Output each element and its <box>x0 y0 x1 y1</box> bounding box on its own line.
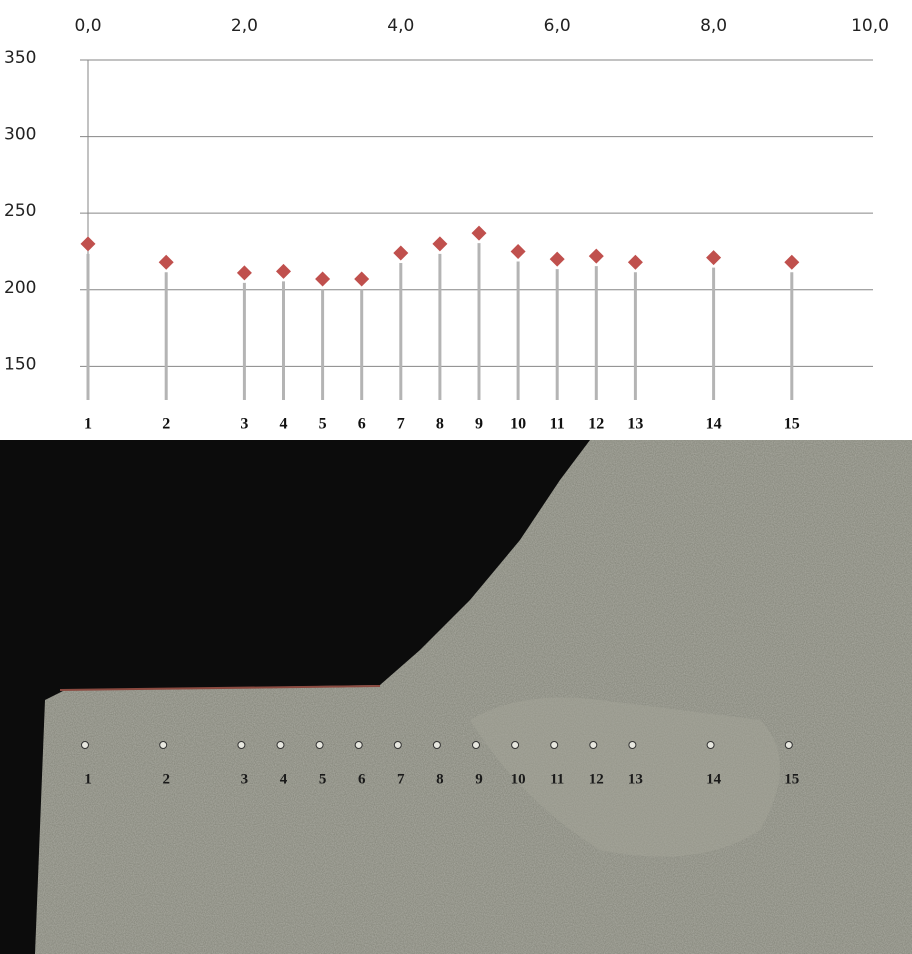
marker <box>393 246 408 261</box>
marker <box>81 236 96 251</box>
y-tick-label: 350 <box>4 48 36 68</box>
marker <box>432 236 447 251</box>
micrograph-label: 4 <box>280 771 288 787</box>
indent <box>590 742 597 749</box>
point-label: 12 <box>588 416 604 433</box>
indent <box>785 742 792 749</box>
indent <box>394 742 401 749</box>
micrograph-label: 14 <box>706 771 722 787</box>
micrograph-label: 10 <box>511 771 526 787</box>
marker <box>472 226 487 241</box>
y-tick-label: 250 <box>4 201 36 221</box>
marker <box>237 265 252 280</box>
point-label: 3 <box>240 416 248 433</box>
marker <box>354 272 369 287</box>
point-label: 14 <box>706 416 722 433</box>
y-tick-label: 150 <box>4 354 36 374</box>
x-tick-label: 10,0 <box>851 16 889 36</box>
point-label: 9 <box>475 416 483 433</box>
marker <box>315 272 330 287</box>
indent <box>316 742 323 749</box>
marker <box>550 252 565 267</box>
x-tick-label: 6,0 <box>544 16 571 36</box>
point-label: 6 <box>358 416 366 433</box>
x-tick-label: 0,0 <box>74 16 101 36</box>
marker <box>784 255 799 270</box>
micrograph-label: 13 <box>628 771 643 787</box>
marker <box>589 249 604 264</box>
indent <box>433 742 440 749</box>
micrograph-label: 2 <box>162 771 170 787</box>
x-tick-label: 4,0 <box>387 16 414 36</box>
marker <box>159 255 174 270</box>
marker <box>628 255 643 270</box>
point-label: 11 <box>550 416 565 433</box>
y-tick-label: 300 <box>4 125 36 145</box>
point-label: 5 <box>319 416 327 433</box>
point-label: 1 <box>84 416 92 433</box>
micrograph-label: 9 <box>475 771 483 787</box>
y-tick-label: 200 <box>4 278 36 298</box>
micrograph-label: 15 <box>784 771 799 787</box>
indent <box>277 742 284 749</box>
point-label: 13 <box>627 416 643 433</box>
micrograph <box>0 440 912 954</box>
x-tick-label: 2,0 <box>231 16 258 36</box>
indent <box>355 742 362 749</box>
indent <box>160 742 167 749</box>
micrograph-label: 1 <box>84 771 92 787</box>
figure: 1502002503003500,02,04,06,08,010,0112233… <box>0 0 912 954</box>
point-label: 15 <box>784 416 800 433</box>
micrograph-label: 3 <box>241 771 249 787</box>
micrograph-label: 7 <box>397 771 405 787</box>
point-label: 2 <box>162 416 170 433</box>
marker <box>706 250 721 265</box>
indent <box>82 742 89 749</box>
micrograph-label: 8 <box>436 771 444 787</box>
marker <box>276 264 291 279</box>
indent <box>238 742 245 749</box>
indent <box>551 742 558 749</box>
point-label: 10 <box>510 416 526 433</box>
indent <box>707 742 714 749</box>
x-tick-label: 8,0 <box>700 16 727 36</box>
indent <box>512 742 519 749</box>
point-label: 7 <box>397 416 405 433</box>
indent <box>473 742 480 749</box>
micrograph-label: 12 <box>589 771 604 787</box>
indent <box>629 742 636 749</box>
micrograph-label: 5 <box>319 771 327 787</box>
point-label: 4 <box>280 416 288 433</box>
marker <box>511 244 526 259</box>
micrograph-label: 6 <box>358 771 366 787</box>
point-label: 8 <box>436 416 444 433</box>
micrograph-label: 11 <box>550 771 564 787</box>
